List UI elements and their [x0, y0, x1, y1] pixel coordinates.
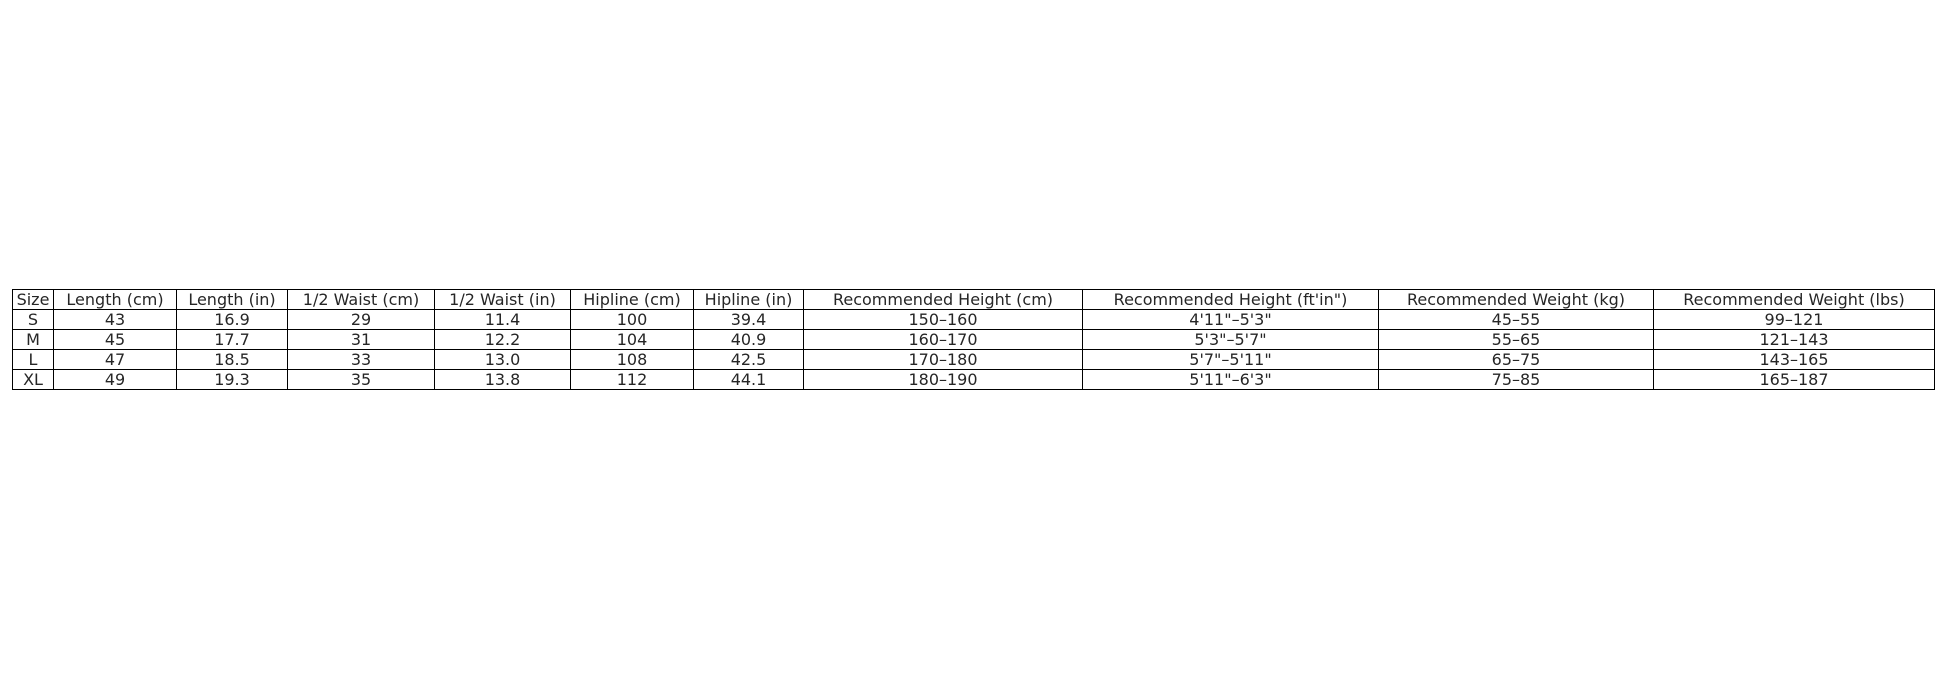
- column-header: 1/2 Waist (in): [434, 289, 571, 310]
- column-header: Hipline (in): [693, 289, 804, 310]
- table-cell: 11.4: [434, 309, 571, 330]
- table-cell: 143–165: [1653, 349, 1935, 370]
- table-cell: 16.9: [176, 309, 288, 330]
- column-header: Recommended Weight (kg): [1378, 289, 1654, 310]
- table-cell: 5'3"–5'7": [1082, 329, 1379, 350]
- table-cell: 5'7"–5'11": [1082, 349, 1379, 370]
- header-row: Size Length (cm) Length (in) 1/2 Waist (cm)…: [12, 289, 1935, 310]
- table-cell: 33: [287, 349, 435, 370]
- column-header: Recommended Weight (lbs): [1653, 289, 1935, 310]
- size-chart-table: Size Length (cm) Length (in) 1/2 Waist (cm)…: [12, 289, 1935, 390]
- table-cell: 5'11"–6'3": [1082, 369, 1379, 390]
- table-row: M 45 17.7 31 12.2 104 40.9 160–170 5'3"–5'7" 55–6…: [12, 329, 1935, 350]
- table-cell: 112: [570, 369, 694, 390]
- table-cell: 104: [570, 329, 694, 350]
- table-cell: 4'11"–5'3": [1082, 309, 1379, 330]
- table-cell: L: [12, 349, 54, 370]
- table-row: S 43 16.9 29 11.4 100 39.4 150–160 4'11"–5'3" 45–…: [12, 309, 1935, 330]
- table-cell: 18.5: [176, 349, 288, 370]
- table-cell: 29: [287, 309, 435, 330]
- column-header: Length (in): [176, 289, 288, 310]
- table-cell: 75–85: [1378, 369, 1654, 390]
- column-header: Size: [12, 289, 54, 310]
- table-cell: 55–65: [1378, 329, 1654, 350]
- table-cell: 150–160: [803, 309, 1083, 330]
- table-cell: 47: [53, 349, 177, 370]
- table-cell: 42.5: [693, 349, 804, 370]
- table-row: XL 49 19.3 35 13.8 112 44.1 180–190 5'11"–6'3" 75…: [12, 369, 1935, 390]
- table-cell: 99–121: [1653, 309, 1935, 330]
- table-cell: 165–187: [1653, 369, 1935, 390]
- table-cell: 160–170: [803, 329, 1083, 350]
- table-cell: 44.1: [693, 369, 804, 390]
- table-cell: 49: [53, 369, 177, 390]
- table-cell: XL: [12, 369, 54, 390]
- table-row: L 47 18.5 33 13.0 108 42.5 170–180 5'7"–5'11" 65–…: [12, 349, 1935, 370]
- table-cell: 65–75: [1378, 349, 1654, 370]
- column-header: Hipline (cm): [570, 289, 694, 310]
- table-cell: 35: [287, 369, 435, 390]
- table-cell: 13.8: [434, 369, 571, 390]
- table-cell: 100: [570, 309, 694, 330]
- table-cell: 19.3: [176, 369, 288, 390]
- column-header: 1/2 Waist (cm): [287, 289, 435, 310]
- table-cell: S: [12, 309, 54, 330]
- table-cell: 12.2: [434, 329, 571, 350]
- table-cell: 108: [570, 349, 694, 370]
- table-cell: 40.9: [693, 329, 804, 350]
- table-cell: 170–180: [803, 349, 1083, 370]
- column-header: Recommended Height (cm): [803, 289, 1083, 310]
- column-header: Recommended Height (ft'in"): [1082, 289, 1379, 310]
- column-header: Length (cm): [53, 289, 177, 310]
- table-cell: 13.0: [434, 349, 571, 370]
- table-cell: 45: [53, 329, 177, 350]
- table-cell: 121–143: [1653, 329, 1935, 350]
- table-cell: 17.7: [176, 329, 288, 350]
- table-cell: 45–55: [1378, 309, 1654, 330]
- table-cell: 180–190: [803, 369, 1083, 390]
- table-cell: M: [12, 329, 54, 350]
- table-cell: 39.4: [693, 309, 804, 330]
- table-cell: 43: [53, 309, 177, 330]
- table-cell: 31: [287, 329, 435, 350]
